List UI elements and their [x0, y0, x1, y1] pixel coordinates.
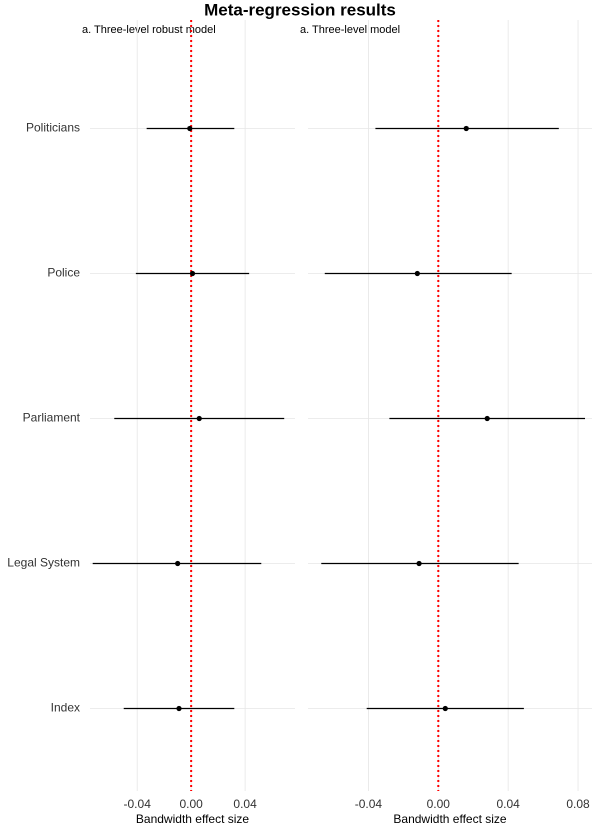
point — [414, 270, 420, 277]
y-tick-label: Police — [47, 266, 80, 280]
panel-subtitle: a. Three-level model — [300, 24, 400, 36]
x-axis-label: Bandwidth effect size — [393, 812, 507, 826]
point — [442, 705, 448, 712]
point — [176, 705, 182, 712]
y-tick-label: Index — [51, 701, 80, 715]
panel-subtitle: a. Three-level robust model — [82, 24, 216, 36]
x-tick-label: -0.04 — [124, 797, 152, 811]
point — [463, 125, 469, 132]
point — [189, 270, 196, 277]
x-tick-label: 0.04 — [496, 797, 520, 811]
point — [187, 125, 193, 132]
y-tick-label: Parliament — [23, 411, 81, 425]
point — [196, 415, 202, 422]
point — [416, 560, 422, 567]
x-tick-label: 0.08 — [566, 797, 590, 811]
point — [484, 415, 490, 422]
x-tick-label: 0.00 — [179, 797, 203, 811]
y-tick-label: Legal System — [7, 556, 80, 570]
chart-title: Meta-regression results — [204, 0, 396, 19]
x-tick-label: 0.00 — [427, 797, 451, 811]
y-tick-label: Politicians — [26, 121, 80, 135]
x-tick-label: 0.04 — [233, 797, 257, 811]
point — [175, 560, 181, 567]
x-tick-label: -0.04 — [355, 797, 383, 811]
x-axis-label: Bandwidth effect size — [136, 812, 250, 826]
